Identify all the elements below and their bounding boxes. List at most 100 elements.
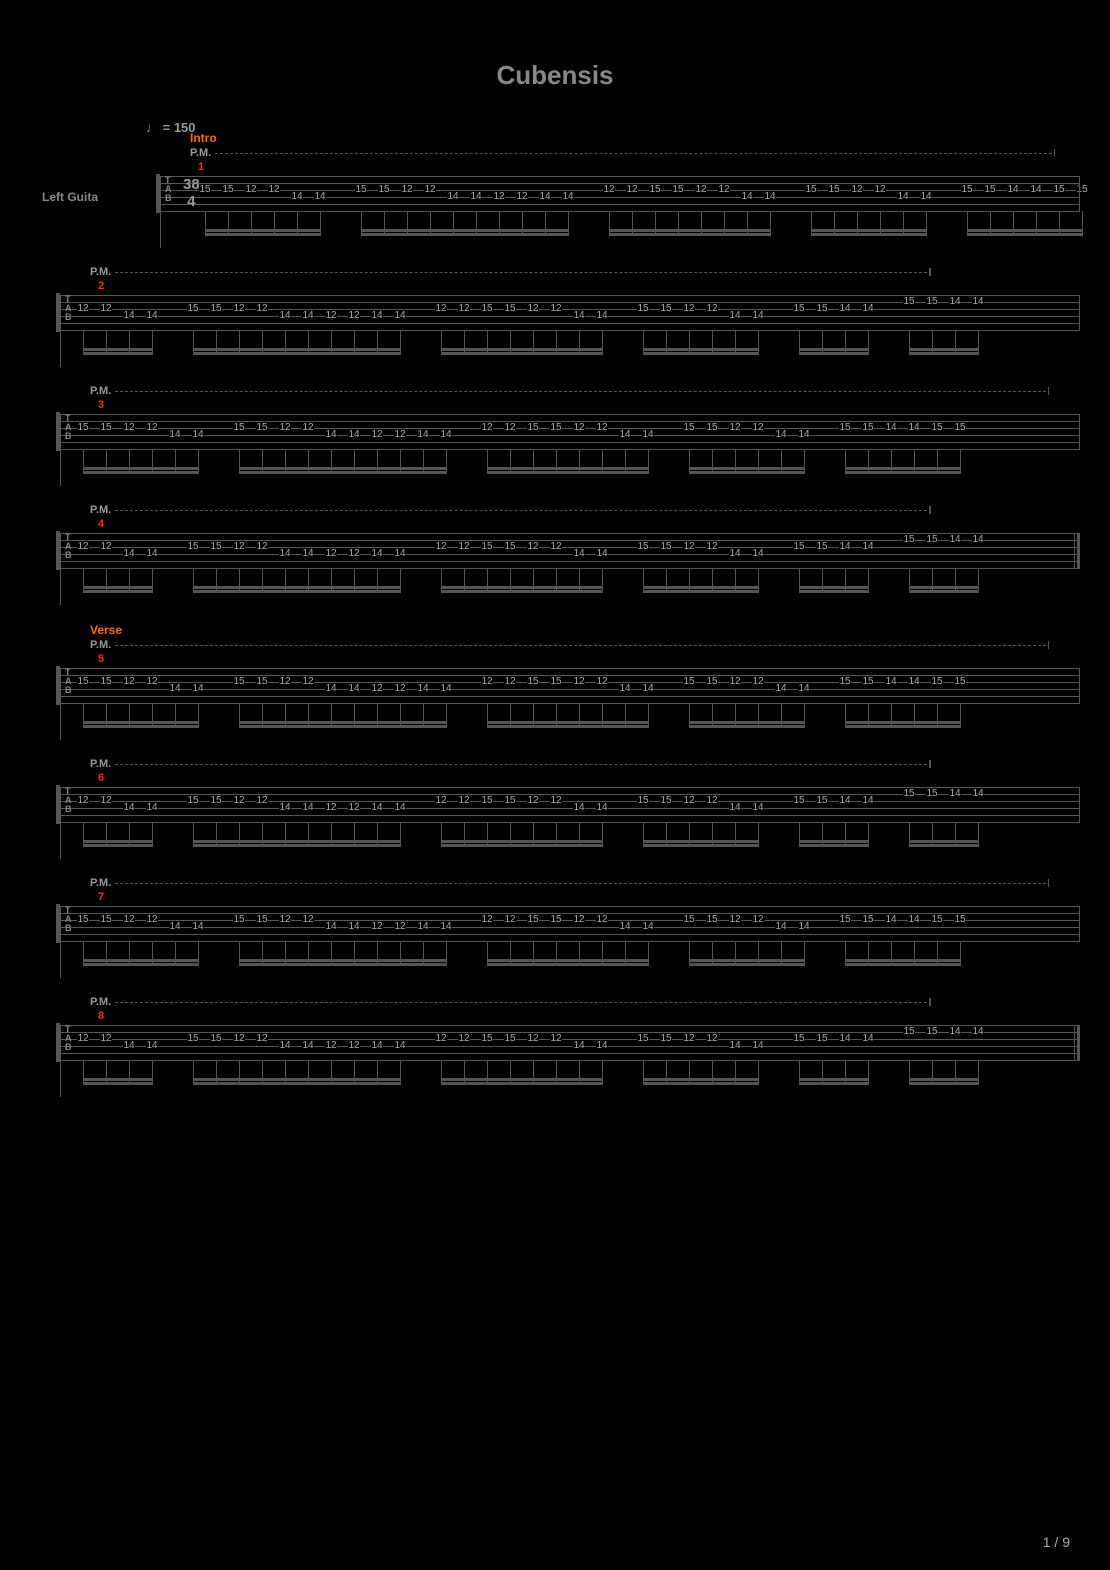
fret-number: 15 [233,423,245,433]
stems-layer [61,330,1080,366]
palm-mute-marking: P.M. [90,385,1110,397]
fret-number: 12 [77,542,89,552]
fret-number: 15 [839,915,851,925]
fret-number: 14 [146,549,158,559]
tab-staff: TAB1212141415151212141412121414121215151… [60,787,1080,859]
staff-bracket [56,904,60,943]
fret-number: 14 [752,1041,764,1051]
tempo-marking: ♩ = 150 [146,120,196,135]
fret-number: 15 [527,915,539,925]
fret-number: 12 [550,1034,562,1044]
pm-end [1048,879,1050,887]
fret-number: 14 [279,311,291,321]
fret-number: 15 [954,677,966,687]
palm-mute-marking: P.M. [90,758,1110,770]
palm-mute-marking: P.M. [190,147,1110,159]
system-header: P.M.4 [60,504,1080,530]
fret-number: 15 [931,915,943,925]
fret-number: 15 [481,542,493,552]
fret-number: 15 [1053,185,1065,195]
beam-group [205,211,321,241]
fret-number: 15 [187,304,199,314]
fret-number: 15 [903,297,915,307]
palm-mute-marking: P.M. [90,639,1110,651]
time-signature: 384 [183,176,200,210]
fret-number: 15 [637,542,649,552]
fret-number: 12 [596,915,608,925]
fret-number: 12 [481,677,493,687]
fret-number: 14 [729,803,741,813]
fret-number: 12 [458,542,470,552]
fret-number: 14 [302,803,314,813]
fret-number: 12 [394,922,406,932]
fret-number: 14 [573,803,585,813]
beam-group [83,1060,153,1090]
fret-number: 12 [371,430,383,440]
fret-number: 15 [683,423,695,433]
fret-number: 14 [146,803,158,813]
fret-number: 12 [573,915,585,925]
end-barline [1079,787,1081,822]
fret-number: 12 [706,304,718,314]
fret-number: 12 [550,796,562,806]
pm-dashes [115,510,927,511]
fret-number: 15 [550,677,562,687]
fret-number: 15 [672,185,684,195]
fret-number: 12 [302,915,314,925]
fret-number: 15 [903,1027,915,1037]
fret-number: 15 [683,915,695,925]
fret-number: 14 [417,430,429,440]
stems-layer [61,941,1080,977]
fret-number: 15 [187,796,199,806]
bar-number: 3 [90,399,1080,411]
beam-group [643,1060,759,1090]
fret-number: 12 [596,677,608,687]
fret-number: 14 [325,684,337,694]
beam-group [83,449,199,479]
fret-number: 15 [839,423,851,433]
fret-number: 12 [706,796,718,806]
fret-number: 14 [862,1034,874,1044]
beam-group [487,449,649,479]
beam-group [811,211,927,241]
fret-number: 15 [660,796,672,806]
fret-number: 15 [233,915,245,925]
fret-number: 12 [458,1034,470,1044]
fret-number: 14 [325,922,337,932]
fret-number: 12 [504,423,516,433]
fret-number: 12 [752,915,764,925]
fret-number: 15 [637,1034,649,1044]
tab-staff: TAB1212141415151212141412121414121215151… [60,1025,1080,1097]
fret-number: 12 [146,423,158,433]
system-header: P.M.6 [60,758,1080,784]
fret-number: 12 [435,1034,447,1044]
fret-number: 14 [394,311,406,321]
section-label: Intro [190,131,1080,145]
pm-end [1048,387,1050,395]
fret-number: 12 [706,1034,718,1044]
fret-number: 12 [100,304,112,314]
fret-number: 14 [908,915,920,925]
fret-number: 12 [256,542,268,552]
fret-number: 15 [903,535,915,545]
fret-number: 12 [279,677,291,687]
fret-number: 12 [596,423,608,433]
fret-number: 14 [447,192,459,202]
fret-number: 14 [371,311,383,321]
fret-number: 14 [573,549,585,559]
fret-number: 12 [527,304,539,314]
beam-group [441,330,603,360]
fret-number: 12 [348,803,360,813]
fret-number: 12 [573,677,585,687]
beam-group [239,703,447,733]
fret-number: 14 [279,549,291,559]
staff-bracket [56,293,60,332]
fret-number: 12 [325,549,337,559]
beam-group [799,1060,869,1090]
bar-number: 5 [90,653,1080,665]
fret-number: 12 [371,922,383,932]
pm-text: P.M. [90,758,111,770]
beam-group [361,211,569,241]
fret-number: 14 [798,684,810,694]
fret-number: 15 [527,423,539,433]
